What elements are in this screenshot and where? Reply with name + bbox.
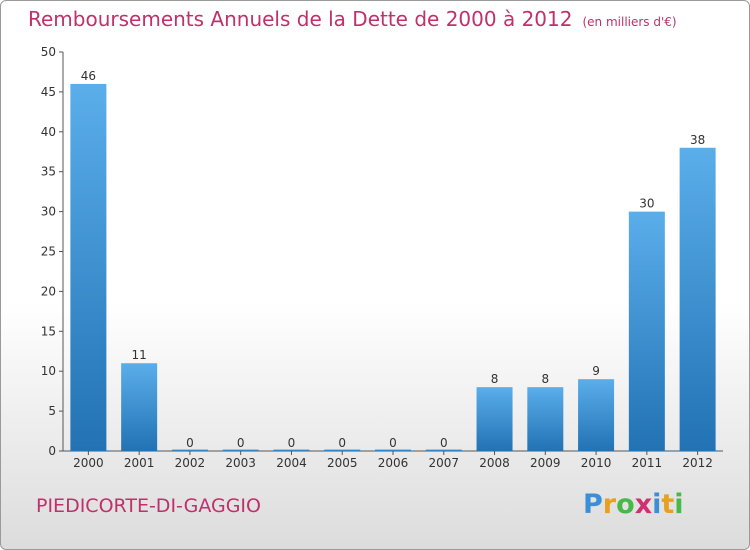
chart-subtitle: (en milliers d'€) (582, 15, 677, 29)
bars (70, 83, 716, 452)
y-tick-label: 45 (41, 85, 56, 99)
bar (171, 449, 208, 451)
logo-letter: i (652, 489, 662, 520)
x-tick-label: 2009 (530, 456, 561, 470)
x-tick-label: 2008 (479, 456, 510, 470)
data-label: 9 (592, 364, 600, 378)
data-label: 11 (132, 348, 147, 362)
commune-name: PIEDICORTE-DI-GAGGIO (36, 495, 261, 517)
x-axis: 2000 2001 2002 2003 2004 2005 2006 2007 2008 2009… (63, 450, 723, 470)
data-label: 30 (639, 197, 654, 211)
x-tick-label: 2000 (73, 456, 104, 470)
data-label: 0 (440, 436, 448, 450)
y-tick-label: 25 (41, 245, 56, 259)
x-tick-label: 2006 (378, 456, 409, 470)
x-tick-label: 2001 (124, 456, 155, 470)
bar (679, 147, 716, 451)
bar (628, 211, 665, 451)
proxiti-logo: Proxiti (583, 489, 684, 520)
y-tick-label: 40 (41, 125, 56, 139)
bar (70, 83, 107, 452)
data-label: 38 (690, 133, 705, 147)
y-tick-label: 20 (41, 284, 56, 298)
bar (578, 379, 615, 451)
x-tick-label: 2007 (428, 456, 459, 470)
bar (476, 387, 513, 451)
y-tick-label: 15 (41, 324, 56, 338)
bar (375, 449, 411, 451)
chart-title: Remboursements Annuels de la Dette de 20… (28, 7, 677, 31)
x-tick-label: 2004 (276, 456, 307, 470)
data-label: 8 (541, 372, 549, 386)
data-label: 0 (288, 436, 296, 450)
logo-letter: P (583, 489, 603, 520)
bar (222, 449, 259, 451)
logo-letter: o (616, 489, 635, 520)
bar (527, 387, 564, 451)
data-label: 46 (81, 69, 96, 83)
x-tick-label: 2012 (682, 456, 713, 470)
data-label: 0 (389, 436, 397, 450)
bar (273, 449, 310, 451)
bar (324, 449, 361, 451)
x-tick-label: 2010 (581, 456, 612, 470)
logo-letter: r (602, 489, 617, 520)
logo-letter: t (661, 489, 675, 520)
x-tick-label: 2002 (175, 456, 206, 470)
y-axis: 0 5 10 15 20 25 30 35 40 45 50 (41, 45, 64, 458)
bar (121, 363, 158, 451)
y-tick-label: 30 (41, 205, 56, 219)
y-tick-label: 50 (41, 45, 56, 59)
data-label: 0 (237, 436, 245, 450)
y-tick-label: 10 (41, 364, 56, 378)
y-tick-label: 0 (48, 444, 56, 458)
chart-title-text: Remboursements Annuels de la Dette de 20… (28, 7, 573, 31)
bar (425, 449, 462, 451)
y-tick-label: 5 (48, 404, 56, 418)
x-tick-label: 2005 (327, 456, 358, 470)
x-tick-label: 2003 (225, 456, 256, 470)
logo-letter: x (634, 489, 653, 520)
data-label: 0 (186, 436, 194, 450)
value-labels: 46 11 0 0 0 0 0 0 8 8 9 30 38 (81, 69, 706, 450)
data-label: 0 (338, 436, 346, 450)
y-tick-label: 35 (41, 165, 56, 179)
logo-letter: i (674, 489, 684, 520)
x-tick-label: 2011 (632, 456, 663, 470)
data-label: 8 (491, 372, 499, 386)
